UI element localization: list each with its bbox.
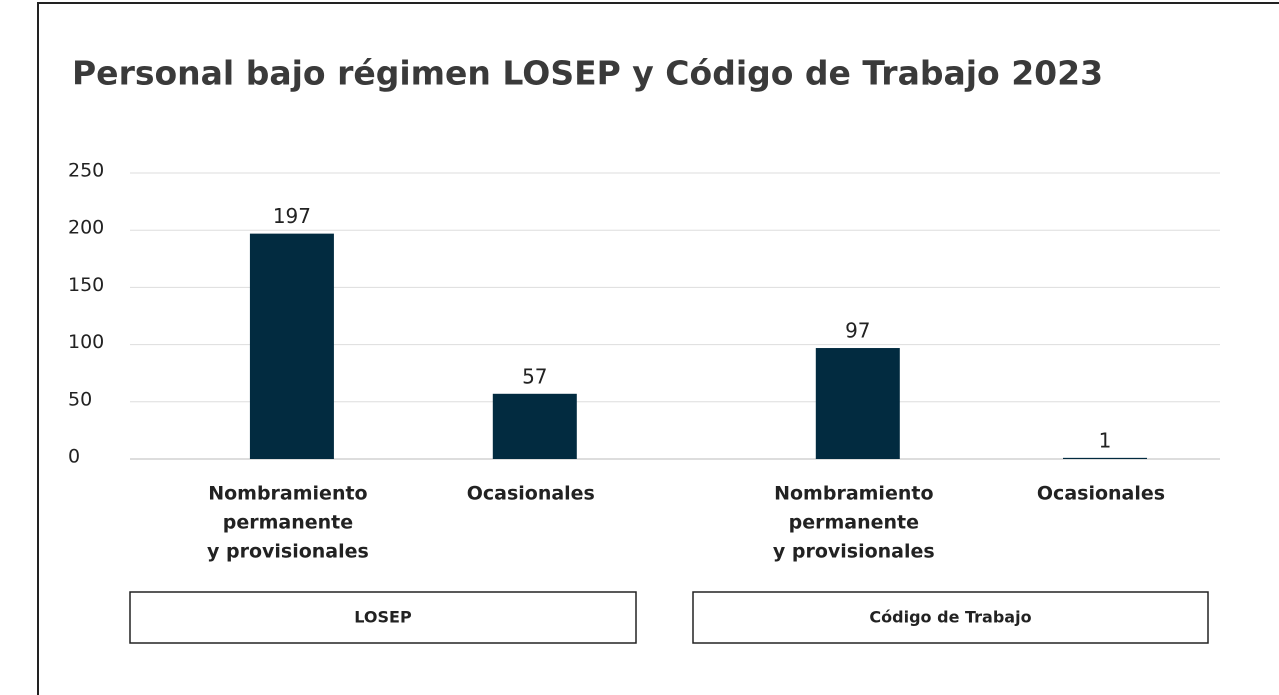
bar [815, 348, 900, 459]
x-tick-label: y provisionales [773, 541, 935, 563]
x-tick-label: Ocasionales [467, 483, 595, 505]
value-label: 1 [1099, 428, 1112, 452]
x-tick-label: y provisionales [207, 541, 369, 563]
x-tick-label: Nombramiento [208, 483, 367, 505]
group-label: Código de Trabajo [869, 608, 1031, 627]
y-tick-label: 200 [68, 217, 104, 239]
x-tick-label: permanente [789, 512, 919, 534]
value-label: 57 [522, 364, 547, 388]
group-label: LOSEP [354, 608, 412, 627]
bar [492, 393, 577, 459]
y-tick-label: 100 [68, 331, 104, 353]
group-box [692, 591, 1209, 644]
x-tick-label: Nombramiento [774, 483, 933, 505]
bar [1063, 457, 1147, 459]
y-tick-label: 250 [68, 160, 104, 182]
x-tick-label: Ocasionales [1037, 483, 1165, 505]
y-tick-label: 0 [68, 446, 80, 468]
bar [249, 233, 334, 459]
y-tick-label: 50 [68, 388, 92, 410]
chart-title: Personal bajo régimen LOSEP y Código de … [72, 54, 1103, 93]
group-box [129, 591, 637, 644]
value-label: 97 [845, 319, 870, 343]
y-tick-label: 150 [68, 274, 104, 296]
value-label: 197 [273, 204, 311, 228]
x-tick-label: permanente [223, 512, 353, 534]
frame [37, 2, 1279, 695]
